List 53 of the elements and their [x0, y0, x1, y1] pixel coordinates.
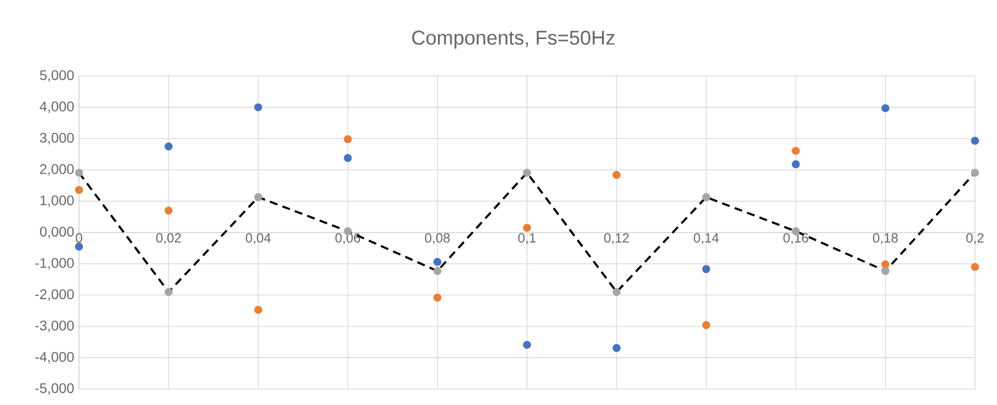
- y-tick-label: -4,000: [35, 352, 74, 364]
- point: [881, 267, 890, 275]
- point: [344, 135, 352, 144]
- y-tick-label: 0,000: [40, 226, 74, 238]
- point: [612, 344, 621, 352]
- point: [971, 136, 979, 145]
- point: [254, 306, 262, 314]
- point: [612, 170, 621, 179]
- x-tick-label: 0,18: [873, 233, 898, 244]
- x-tick-label: 0,08: [424, 233, 450, 244]
- point: [75, 168, 83, 177]
- point: [971, 168, 979, 177]
- point: [75, 186, 83, 194]
- point: [523, 224, 531, 232]
- point: [702, 321, 710, 330]
- point: [433, 267, 442, 275]
- point: [433, 258, 442, 266]
- point: [164, 288, 173, 296]
- y-tick-label: 5,000: [40, 70, 74, 82]
- y-tick-label: -5,000: [35, 383, 74, 395]
- point: [344, 154, 352, 162]
- point: [254, 103, 262, 112]
- x-tick-label: 0,1: [518, 233, 536, 244]
- y-tick-label: 2,000: [40, 164, 74, 176]
- point: [75, 242, 83, 251]
- y-tick-label: -3,000: [35, 320, 74, 332]
- x-tick-label: 0,06: [335, 233, 360, 244]
- y-tick-label: 3,000: [40, 132, 74, 144]
- point: [881, 104, 890, 112]
- point: [612, 288, 621, 296]
- y-tick-label: 4,000: [40, 102, 74, 114]
- point: [792, 160, 800, 168]
- point: [433, 294, 442, 302]
- point: [702, 265, 710, 274]
- point: [164, 206, 173, 215]
- x-tick-label: 0,12: [604, 233, 629, 244]
- chart-title: Components, Fs=50Hz: [412, 30, 614, 49]
- x-tick-label: 0,2: [966, 233, 984, 244]
- x-tick-label: 0: [76, 233, 82, 243]
- x-tick-label: 0,04: [246, 233, 271, 244]
- y-tick-label: -2,000: [35, 289, 74, 301]
- point: [164, 142, 173, 150]
- y-tick-label: -1,000: [35, 258, 74, 270]
- point: [881, 260, 890, 268]
- x-tick-label: 0,02: [156, 233, 181, 244]
- x-tick-label: 0,14: [694, 233, 719, 244]
- point: [523, 340, 531, 349]
- y-tick-label: 1,000: [40, 195, 74, 207]
- point: [254, 193, 262, 202]
- point: [971, 262, 979, 271]
- point: [792, 146, 800, 155]
- point: [523, 168, 531, 177]
- point: [702, 193, 710, 202]
